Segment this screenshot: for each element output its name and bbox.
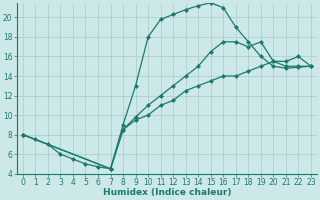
X-axis label: Humidex (Indice chaleur): Humidex (Indice chaleur) (103, 188, 231, 197)
